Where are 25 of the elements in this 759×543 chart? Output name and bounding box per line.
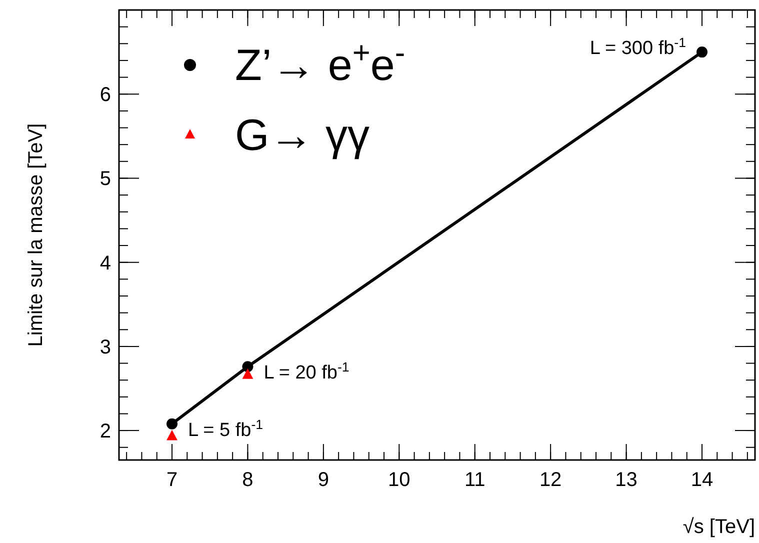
y-tick-label: 3 — [100, 336, 111, 358]
x-tick-label: 12 — [539, 469, 562, 491]
point — [696, 46, 708, 58]
y-tick-label: 2 — [100, 420, 111, 443]
annotation: L = 5 fb$^{-1}$ — [188, 416, 264, 441]
y-tick-label: 4 — [100, 252, 111, 274]
x-axis-title: √s [TeV] — [682, 516, 755, 538]
y-tick-label: 6 — [100, 84, 111, 106]
point — [242, 361, 254, 372]
annotation: L = 20 fb$^{-1}$ — [264, 359, 350, 384]
x-tick-label: 10 — [388, 469, 410, 491]
point — [166, 418, 178, 430]
x-tick-label: 11 — [464, 469, 486, 491]
legend-label: Z’→ e$^{+}$e$^{-}$ — [235, 34, 406, 90]
annotation: L = 300 fb$^{-1}$ — [590, 34, 686, 60]
x-tick-label: 13 — [615, 469, 638, 491]
x-tick-label: 9 — [318, 469, 329, 491]
x-tick-label: 8 — [242, 469, 254, 491]
y-tick-label: 5 — [100, 168, 111, 190]
x-tick-label: 7 — [166, 469, 178, 491]
x-tick-label: 14 — [690, 469, 714, 491]
point — [166, 430, 178, 440]
legend-label: G→ γγ — [235, 111, 370, 160]
y-axis-title: Limite sur la masse [TeV] — [25, 123, 47, 347]
point — [242, 368, 254, 379]
